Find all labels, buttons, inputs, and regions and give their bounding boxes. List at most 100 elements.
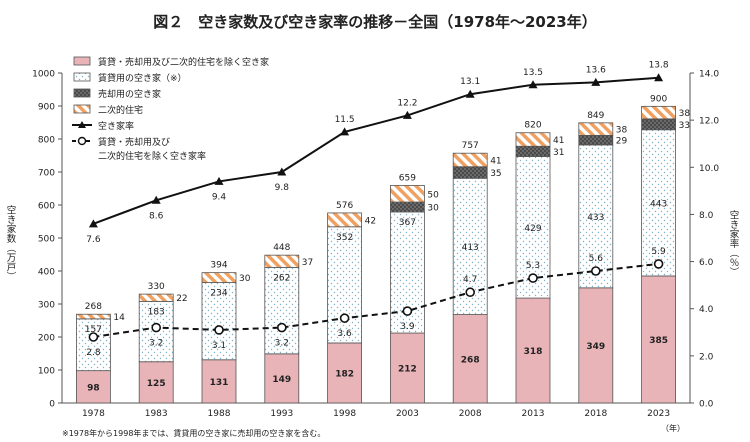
left-tick-label: 200 <box>38 334 55 344</box>
left-tick-label: 100 <box>38 367 55 377</box>
bar-label: 157 <box>85 325 102 335</box>
line-label: 13.8 <box>649 61 669 71</box>
bar-label: 35 <box>490 169 501 179</box>
bar-label: 433 <box>587 213 604 223</box>
bar-total-label: 849 <box>587 111 604 121</box>
bar-label: 429 <box>524 224 541 234</box>
bar-label: 183 <box>148 307 165 317</box>
line-label: 3.1 <box>212 341 226 351</box>
line-label: 13.1 <box>460 77 480 87</box>
right-tick-label: 6.0 <box>699 258 714 268</box>
bar-segment <box>264 266 300 355</box>
right-tick-label: 0.0 <box>699 400 714 410</box>
line-series <box>93 76 659 225</box>
line-label: 8.6 <box>149 211 164 221</box>
axes: 0 100 200 300 400 500 600 700 800 900 1000 0.0 2.0 4.… <box>5 70 740 434</box>
line-point <box>277 167 287 176</box>
legend-swatch <box>73 72 91 82</box>
bar-label: 14 <box>113 313 125 323</box>
right-axis-title-text: 空き家率（％） <box>728 209 740 276</box>
x-tick-label: 1983 <box>145 409 168 419</box>
line-label: 9.8 <box>275 183 290 193</box>
bar-segment <box>327 226 363 344</box>
line-label: 5.9 <box>651 247 666 257</box>
x-tick-label: 2018 <box>584 409 607 419</box>
bar-label: 268 <box>461 355 480 365</box>
bar-label: 131 <box>210 378 229 388</box>
bar-total-label: 394 <box>210 261 227 271</box>
line-point <box>590 266 601 276</box>
bar-label: 212 <box>398 365 417 375</box>
legend-swatch <box>73 56 91 66</box>
line-point <box>528 80 538 89</box>
bar-label: 30 <box>427 203 439 213</box>
bar-segment <box>641 118 676 131</box>
bar-total-label: 268 <box>85 302 102 312</box>
line-point <box>214 176 224 185</box>
bar-label: 50 <box>427 190 439 200</box>
line-point <box>88 219 98 228</box>
bar-label: 38 <box>616 126 628 136</box>
line-label: 4.7 <box>463 275 477 285</box>
bar-segment <box>641 105 676 120</box>
line-point <box>402 306 413 316</box>
line-point <box>151 322 161 333</box>
bar-label: 98 <box>87 383 100 393</box>
bar-label: 413 <box>462 243 479 253</box>
bar-label: 149 <box>272 375 291 385</box>
line-point <box>339 313 350 323</box>
line-label: 3.2 <box>149 339 163 349</box>
bar-segment <box>389 185 425 203</box>
bar-label: 31 <box>553 148 564 158</box>
bars: 98 157 14 268 125 183 22 330 131 234 30 394 149 262 37… <box>76 94 690 404</box>
bar-segment <box>515 132 551 147</box>
legend-label: 売却用の空き家 <box>98 88 161 100</box>
legend-label: 賃貸・売却用及び二次的住宅を除く空き家 <box>98 56 269 68</box>
bar-total-label: 900 <box>650 94 667 104</box>
bar-segment <box>138 361 174 404</box>
bar-segment <box>138 293 174 302</box>
line-point <box>151 195 161 204</box>
line-label: 12.2 <box>397 98 417 108</box>
line-point <box>653 259 664 269</box>
x-tick-label: 1978 <box>82 409 105 419</box>
x-tick-label: 2008 <box>459 409 482 419</box>
line-point <box>591 77 601 86</box>
bar-total-label: 659 <box>399 174 416 184</box>
line-series <box>93 262 659 338</box>
bar-label: 385 <box>649 336 668 346</box>
line-label: 9.4 <box>212 192 227 202</box>
line-point <box>88 332 99 342</box>
bar-total-label: 448 <box>273 243 290 253</box>
bar-segment <box>76 318 111 372</box>
x-tick-label: 2013 <box>522 409 545 419</box>
chart-title: 図２ 空き家数及び空き家率の推移－全国（1978年～2023年） <box>153 13 597 31</box>
bar-label: 41 <box>553 136 564 146</box>
bar-label: 42 <box>365 216 376 226</box>
bar-total-label: 757 <box>462 141 479 151</box>
bar-label: 41 <box>490 156 501 166</box>
line-label: 2.8 <box>86 348 101 358</box>
legend-label: 賃貸・売却用及び <box>98 136 170 148</box>
left-tick-label: 400 <box>38 268 55 278</box>
line-point <box>214 325 224 335</box>
bar-segment <box>264 353 300 404</box>
x-tick-label: 1998 <box>333 409 356 419</box>
bar-segment <box>515 297 551 404</box>
line-point <box>465 287 476 298</box>
right-tick-label: 10.0 <box>699 164 719 174</box>
x-axis-unit: （年） <box>661 423 685 433</box>
line-label: 3.9 <box>400 322 415 332</box>
bar-label: 182 <box>335 369 354 379</box>
line-label: 13.5 <box>523 68 543 78</box>
left-tick-label: 1000 <box>32 70 55 80</box>
legend-marker <box>78 121 86 128</box>
left-tick-label: 300 <box>38 301 55 311</box>
bar-total-label: 330 <box>148 282 165 292</box>
bar-segment <box>76 313 111 320</box>
right-tick-label: 4.0 <box>699 305 714 315</box>
legend-label: 空き家率 <box>98 120 134 132</box>
x-tick-label: 1988 <box>208 409 231 419</box>
legend-label: 二次的住宅 <box>98 104 143 116</box>
